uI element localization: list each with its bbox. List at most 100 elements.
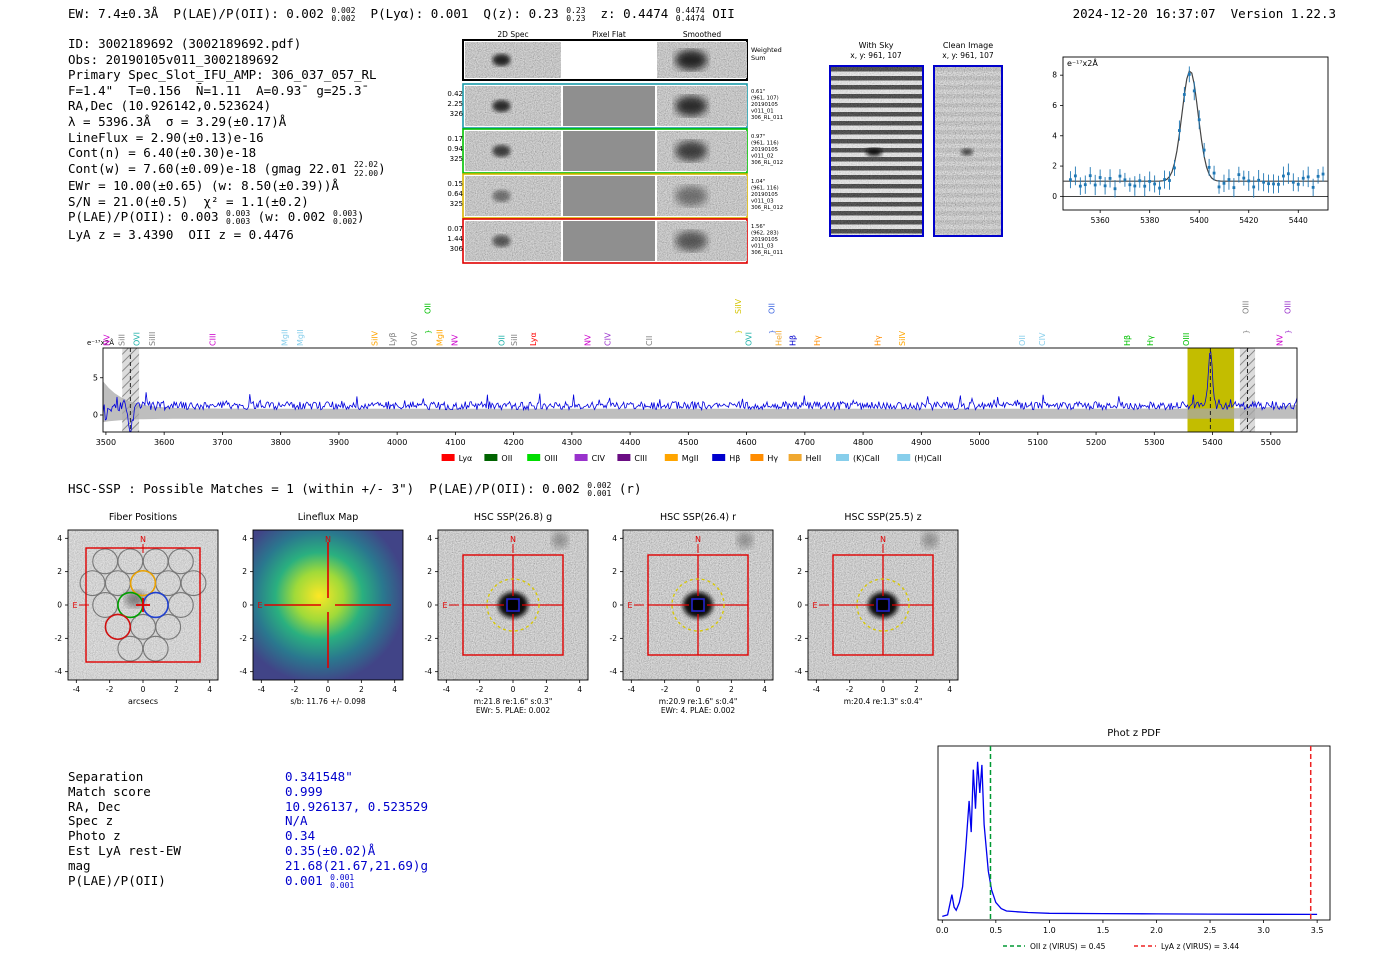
pixel-flat-cell xyxy=(563,131,655,171)
data-point xyxy=(1118,174,1122,178)
cutout-xlabel: arcsecs xyxy=(128,697,158,706)
y-tick-label: 0 xyxy=(612,601,617,610)
sub-value: 0.002 xyxy=(332,217,358,227)
spec2d-row-metric: 325 xyxy=(450,155,463,163)
pixel-flat-cell xyxy=(563,221,655,261)
compass-north-label: N xyxy=(695,535,701,544)
y-tick-label: 2 xyxy=(1052,162,1057,171)
data-point xyxy=(1138,179,1142,183)
sup-value: 0.23 xyxy=(566,5,586,15)
spec2d-col-header: 2D Spec xyxy=(497,30,528,39)
data-point xyxy=(1103,184,1107,188)
line-id-label: NV xyxy=(102,334,111,346)
y-tick-label: 4 xyxy=(242,534,247,543)
emission-blob xyxy=(492,145,511,157)
clean-image-coords: x, y: 961, 107 xyxy=(942,51,994,60)
legend-swatch xyxy=(441,454,455,461)
line-id-label: CII xyxy=(645,336,654,346)
data-point xyxy=(1178,129,1181,132)
line-id-label: OIII xyxy=(1284,301,1293,314)
pixel-flat-cell xyxy=(563,86,655,126)
legend-label: Hβ xyxy=(729,454,740,463)
x-tick-label: 4300 xyxy=(562,438,582,447)
y-tick-label: 6 xyxy=(1052,101,1057,110)
cutout-caption-1: m:20.4 re:1.3" s:0.4" xyxy=(844,697,923,706)
spec2d-row-info: (961, 116) xyxy=(751,186,779,192)
data-point xyxy=(1282,174,1285,178)
data-point xyxy=(1123,178,1127,182)
x-tick-label: 5200 xyxy=(1086,438,1106,447)
line-id-label: Hβ xyxy=(1123,335,1132,346)
legend-label: OII xyxy=(501,454,512,463)
sup-value: 0.003 xyxy=(226,208,251,218)
x-tick-label: 4 xyxy=(207,685,212,694)
legend-label: Hγ xyxy=(767,454,778,463)
line-id-label: Lyβ xyxy=(388,332,397,346)
galaxy-core xyxy=(692,599,704,611)
y-tick-label: 4 xyxy=(612,534,617,543)
line-id-label: SiIV xyxy=(898,330,907,346)
x-tick-label: 5100 xyxy=(1028,438,1048,447)
fiber-circle xyxy=(142,635,169,662)
line-id-label: OII xyxy=(768,303,777,314)
y-tick-label: 8 xyxy=(1052,71,1057,80)
spec2d-row-metric: 325 xyxy=(450,200,463,208)
emission-blob xyxy=(492,190,511,202)
spec2d-row-info: (961, 107) xyxy=(751,96,779,102)
x-tick-label: -4 xyxy=(73,685,81,694)
cutout-title: HSC SSP(26.8) g xyxy=(474,512,552,523)
x-tick-label: 4200 xyxy=(503,438,523,447)
spec2d-row-info: (962, 283) xyxy=(751,231,779,237)
x-tick-label: 4 xyxy=(577,685,582,694)
data-point xyxy=(1143,184,1147,188)
uncertainty-stack: 0.001 0.001 xyxy=(330,873,354,891)
spec2d-col-header: Smoothed xyxy=(683,30,722,39)
line-id-label: CIV xyxy=(1038,332,1047,346)
legend-label: LyA z (VIRUS) = 3.44 xyxy=(1161,942,1239,951)
cutout-panel-1: Lineflux Map N E -4 -4 -2 -2 0 0 2 2 4 4 s/b: 11.76 +… xyxy=(240,512,404,706)
sub-value: 0.4474 xyxy=(675,14,705,23)
compass-north-label: N xyxy=(140,535,146,544)
x-tick-label: 5360 xyxy=(1091,216,1110,225)
noise-envelope xyxy=(103,381,1297,423)
x-tick-label: 1.5 xyxy=(1097,926,1110,935)
data-point xyxy=(1227,178,1231,181)
data-point xyxy=(1272,182,1275,186)
text-segment: λ = 5396.3Å σ = 3.29(±0.17)Å xyxy=(68,113,287,129)
legend-swatch xyxy=(664,454,678,461)
data-point xyxy=(1207,165,1211,169)
y-tick-label: 4 xyxy=(1052,131,1057,140)
match-value: 0.001 0.001 0.001 xyxy=(285,872,355,891)
y-tick-label: 5 xyxy=(93,373,98,382)
y-tick-label: -2 xyxy=(240,634,248,643)
data-point xyxy=(1148,180,1152,183)
match-key: Match score xyxy=(68,783,151,799)
x-tick-label: 4900 xyxy=(911,438,931,447)
y-tick-label: 0 xyxy=(1052,192,1057,201)
info-line: S/N = 21.0(±0.5) χ² = 1.1(±0.2) xyxy=(68,194,386,210)
text-segment: EW: 7.4±0.3Å P(LAE)/P(OII): 0.002 xyxy=(68,6,332,21)
info-line: Primary Spec_Slot_IFU_AMP: 306_037_057_R… xyxy=(68,67,386,83)
line-id-label: Hγ xyxy=(813,335,822,346)
spectrum-line xyxy=(102,351,1298,432)
match-value: 0.34 xyxy=(285,828,316,844)
cutout-panel-0: Fiber Positions N E -4 -4 -2 -2 0 0 2 2 4 4 arcsecs xyxy=(55,512,219,706)
noise-overlay xyxy=(465,221,561,261)
match-row: P(LAE)/P(OII) 0.001 0.001 0.001 xyxy=(68,872,428,891)
faint-source-blob xyxy=(552,532,568,548)
y-tick-label: -2 xyxy=(610,634,618,643)
spec2d-row-metric: 0.42 xyxy=(447,90,463,98)
data-point xyxy=(1197,118,1201,122)
emission-blob xyxy=(675,96,708,116)
info-line: LyA z = 3.4390 OII z = 0.4476 xyxy=(68,227,386,243)
legend-label: CIV xyxy=(592,454,606,463)
line-id-label: NV xyxy=(1275,334,1284,346)
text-segment: Obs: 20190105v011_3002189692 xyxy=(68,51,279,67)
header-summary: EW: 7.4±0.3Å P(LAE)/P(OII): 0.002 0.002 0… xyxy=(68,6,735,24)
version-label: Version 1.22.3 xyxy=(1230,6,1336,21)
full-spectrum-plot: 3500 3600 3700 3800 3900 4000 4100 4200 4300 4400… xyxy=(87,298,1298,463)
text-segment: F=1.4" T=0.156 N̄=1.11 A=0.93̄ g=25.3̄ xyxy=(68,82,362,98)
match-value: 0.341548" xyxy=(285,769,353,784)
data-point xyxy=(1222,181,1226,185)
